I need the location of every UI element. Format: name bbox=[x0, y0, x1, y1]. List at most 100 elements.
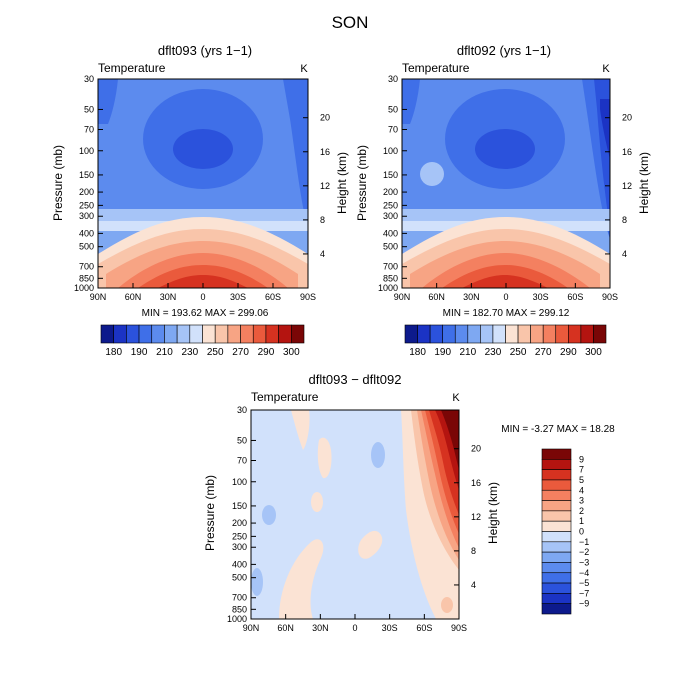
panel-1-ylabel-right: Height (km) bbox=[335, 152, 349, 214]
pressure-tick-label: 400 bbox=[232, 559, 247, 569]
colorbar-label: 7 bbox=[579, 465, 584, 475]
colorbar-swatch bbox=[541, 489, 572, 501]
colorbar-swatch bbox=[240, 324, 254, 344]
colorbar-swatch bbox=[467, 324, 481, 344]
panel-3-height-ticks: 20 16 12 8 4 bbox=[454, 444, 481, 590]
panel-2: dflt092 (yrs 1−1) Temperature K Pressure… bbox=[355, 43, 651, 358]
colorbar-label: 270 bbox=[535, 347, 552, 358]
pressure-tick-label: 850 bbox=[79, 273, 94, 283]
pressure-tick-label: 1000 bbox=[74, 283, 94, 293]
colorbar-swatch bbox=[541, 562, 572, 574]
lat-tick-label: 60S bbox=[265, 292, 281, 302]
lat-tick-label: 90S bbox=[451, 623, 467, 633]
panel-2-colorbar: 180 190 210 230 250 270 290 300 bbox=[404, 324, 607, 358]
colorbar-label: 300 bbox=[585, 347, 602, 358]
height-tick-label: 8 bbox=[471, 546, 476, 556]
panel-2-ylabel-right: Height (km) bbox=[637, 152, 651, 214]
colorbar-swatch bbox=[541, 479, 572, 491]
panel-2-lat-ticks: 90N 60N 30N 0 30S 60S 90S bbox=[394, 283, 618, 302]
pressure-tick-label: 200 bbox=[79, 187, 94, 197]
colorbar-swatch bbox=[541, 531, 572, 543]
colorbar-swatch bbox=[505, 324, 519, 344]
colorbar-label: 290 bbox=[258, 347, 275, 358]
lat-tick-label: 60S bbox=[416, 623, 432, 633]
colorbar-swatch bbox=[278, 324, 292, 344]
colorbar-label: 270 bbox=[232, 347, 249, 358]
pressure-tick-label: 30 bbox=[388, 74, 398, 84]
colorbar-label: 190 bbox=[434, 347, 451, 358]
lat-tick-label: 90N bbox=[394, 292, 411, 302]
colorbar-swatch bbox=[176, 324, 191, 344]
height-tick-label: 12 bbox=[320, 181, 330, 191]
height-tick-label: 4 bbox=[471, 580, 476, 590]
pressure-tick-label: 500 bbox=[232, 573, 247, 583]
panel-1-colorbar: 180 190 210 230 250 270 290 300 bbox=[100, 324, 305, 358]
colorbar-swatch bbox=[454, 324, 469, 344]
lat-tick-label: 30S bbox=[230, 292, 246, 302]
pressure-tick-label: 100 bbox=[383, 146, 398, 156]
pressure-tick-label: 70 bbox=[84, 125, 94, 135]
colorbar-swatch bbox=[265, 324, 279, 344]
pressure-tick-label: 700 bbox=[383, 262, 398, 272]
colorbar-label: 300 bbox=[283, 347, 300, 358]
lat-tick-label: 60N bbox=[125, 292, 142, 302]
panel-2-height-ticks: 20 16 12 8 4 bbox=[605, 113, 632, 259]
lat-tick-label: 0 bbox=[503, 292, 508, 302]
height-tick-label: 12 bbox=[622, 181, 632, 191]
colorbar-swatch bbox=[126, 324, 140, 344]
panel-1-field-label: Temperature bbox=[98, 61, 166, 75]
pressure-tick-label: 100 bbox=[79, 146, 94, 156]
panel-3-ylabel-left: Pressure (mb) bbox=[203, 475, 217, 551]
panel-2-plot bbox=[402, 79, 610, 288]
colorbar-label: 250 bbox=[510, 347, 527, 358]
lat-tick-label: 0 bbox=[200, 292, 205, 302]
height-tick-label: 12 bbox=[471, 512, 481, 522]
pressure-tick-label: 150 bbox=[79, 170, 94, 180]
colorbar-label: 9 bbox=[579, 454, 584, 464]
panel-1-ylabel-left: Pressure (mb) bbox=[51, 145, 65, 221]
colorbar-swatch bbox=[568, 324, 582, 344]
colorbar-label: −2 bbox=[579, 547, 589, 557]
pressure-tick-label: 150 bbox=[232, 501, 247, 511]
colorbar-swatch bbox=[542, 324, 557, 344]
height-tick-label: 16 bbox=[320, 147, 330, 157]
height-tick-label: 20 bbox=[320, 113, 330, 123]
panel-1-height-ticks: 20 16 12 8 4 bbox=[303, 113, 330, 259]
colorbar-swatch bbox=[480, 324, 494, 344]
lat-tick-label: 60N bbox=[428, 292, 445, 302]
colorbar-label: 4 bbox=[579, 485, 584, 495]
colorbar-label: −4 bbox=[579, 568, 589, 578]
panel-1: dflt093 (yrs 1−1) Temperature K Pressure… bbox=[51, 43, 349, 358]
colorbar-label: 210 bbox=[459, 347, 476, 358]
pressure-tick-label: 850 bbox=[383, 273, 398, 283]
pressure-tick-label: 50 bbox=[237, 435, 247, 445]
lat-tick-label: 90S bbox=[300, 292, 316, 302]
colorbar-label: 0 bbox=[579, 527, 584, 537]
pressure-tick-label: 500 bbox=[383, 242, 398, 252]
pressure-tick-label: 30 bbox=[84, 74, 94, 84]
colorbar-swatch bbox=[138, 324, 153, 344]
colorbar-label: 210 bbox=[156, 347, 173, 358]
lat-tick-label: 30N bbox=[160, 292, 177, 302]
colorbar-label: 190 bbox=[131, 347, 148, 358]
pressure-tick-label: 200 bbox=[232, 518, 247, 528]
pressure-tick-label: 200 bbox=[383, 187, 398, 197]
colorbar-swatch bbox=[541, 603, 572, 615]
colorbar-label: −3 bbox=[579, 557, 589, 567]
lat-tick-label: 90N bbox=[243, 623, 260, 633]
panel-2-ylabel-left: Pressure (mb) bbox=[355, 145, 369, 221]
panel-3-field-label: Temperature bbox=[251, 390, 319, 404]
colorbar-swatch bbox=[517, 324, 531, 344]
colorbar-swatch bbox=[530, 324, 544, 344]
colorbar-swatch bbox=[541, 469, 572, 481]
pressure-tick-label: 500 bbox=[79, 242, 94, 252]
colorbar-swatch bbox=[541, 510, 572, 522]
pressure-tick-label: 850 bbox=[232, 604, 247, 614]
pressure-tick-label: 400 bbox=[79, 228, 94, 238]
colorbar-label: 180 bbox=[409, 347, 426, 358]
panel-3-title: dflt093 − dflt092 bbox=[309, 372, 402, 387]
colorbar-swatch bbox=[555, 324, 569, 344]
